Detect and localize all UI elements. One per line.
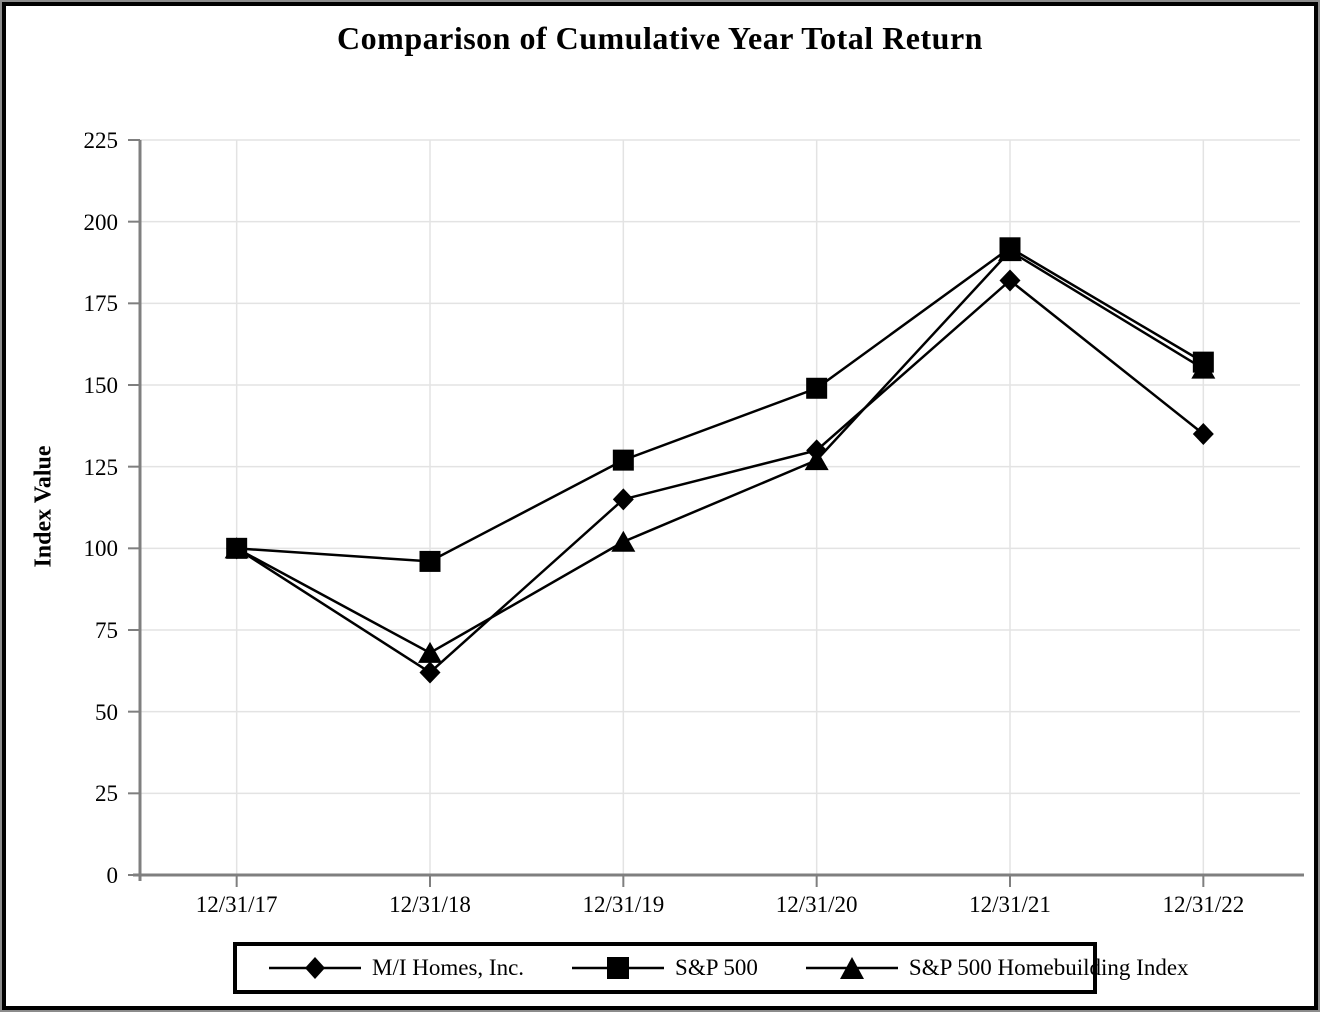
series-line-square	[236, 246, 1204, 563]
triangle-data-point	[611, 530, 636, 552]
legend-label-sp500-homebuilding: S&P 500 Homebuilding Index	[908, 955, 1189, 980]
x-tick-label: 12/31/17	[195, 892, 278, 917]
plot-area	[128, 139, 1304, 887]
x-tick-label: 12/31/21	[969, 892, 1051, 917]
x-tick-label: 12/31/18	[389, 892, 471, 917]
square-data-point	[806, 377, 828, 399]
diamond-data-point	[806, 439, 828, 462]
diamond-data-point	[612, 488, 634, 511]
legend-item-sp500-homebuilding: S&P 500 Homebuilding Index	[804, 954, 1189, 982]
legend-label-sp500: S&P 500	[675, 955, 758, 980]
legend-label-mi-homes: M/I Homes, Inc.	[372, 955, 525, 980]
triangle-data-point	[418, 641, 442, 663]
x-tick-label: 12/31/22	[1162, 892, 1245, 917]
legend-item-sp500: S&P 500	[570, 954, 758, 982]
y-tick-label: 75	[95, 618, 118, 643]
square-data-point	[612, 449, 634, 471]
diamond-data-point	[419, 661, 441, 684]
triangle-marker-icon	[805, 957, 898, 979]
chart-title: Comparison of Cumulative Year Total Retu…	[337, 20, 983, 56]
y-axis-title: Index Value	[30, 445, 57, 568]
diamond-data-point	[999, 269, 1021, 292]
chart-legend: M/I Homes, Inc. S&P 500 S&P 500 Homebuil…	[233, 942, 1189, 994]
y-tick-label: 125	[83, 454, 119, 480]
y-tick-label: 175	[83, 291, 119, 317]
legend-item-mi-homes: M/I Homes, Inc.	[267, 954, 524, 982]
y-tick-label: 225	[83, 128, 119, 153]
square-data-point	[1192, 351, 1214, 373]
y-tick-label: 25	[95, 781, 118, 807]
x-tick-label: 12/31/20	[775, 892, 858, 917]
series-line-triangle	[236, 249, 1204, 655]
y-tick-label: 0	[106, 863, 119, 888]
y-tick-label: 200	[83, 209, 119, 235]
square-data-point	[226, 537, 248, 559]
y-tick-label: 100	[83, 536, 119, 562]
series-line-diamond	[235, 278, 1205, 675]
square-data-point	[419, 550, 441, 572]
y-tick-label: 150	[83, 373, 119, 398]
square-marker-icon	[572, 957, 665, 979]
y-tick-label: 50	[95, 699, 118, 725]
x-tick-label: 12/31/19	[582, 892, 665, 917]
diamond-marker-icon	[269, 957, 361, 979]
diamond-data-point	[1192, 423, 1214, 445]
square-data-point	[999, 237, 1021, 259]
